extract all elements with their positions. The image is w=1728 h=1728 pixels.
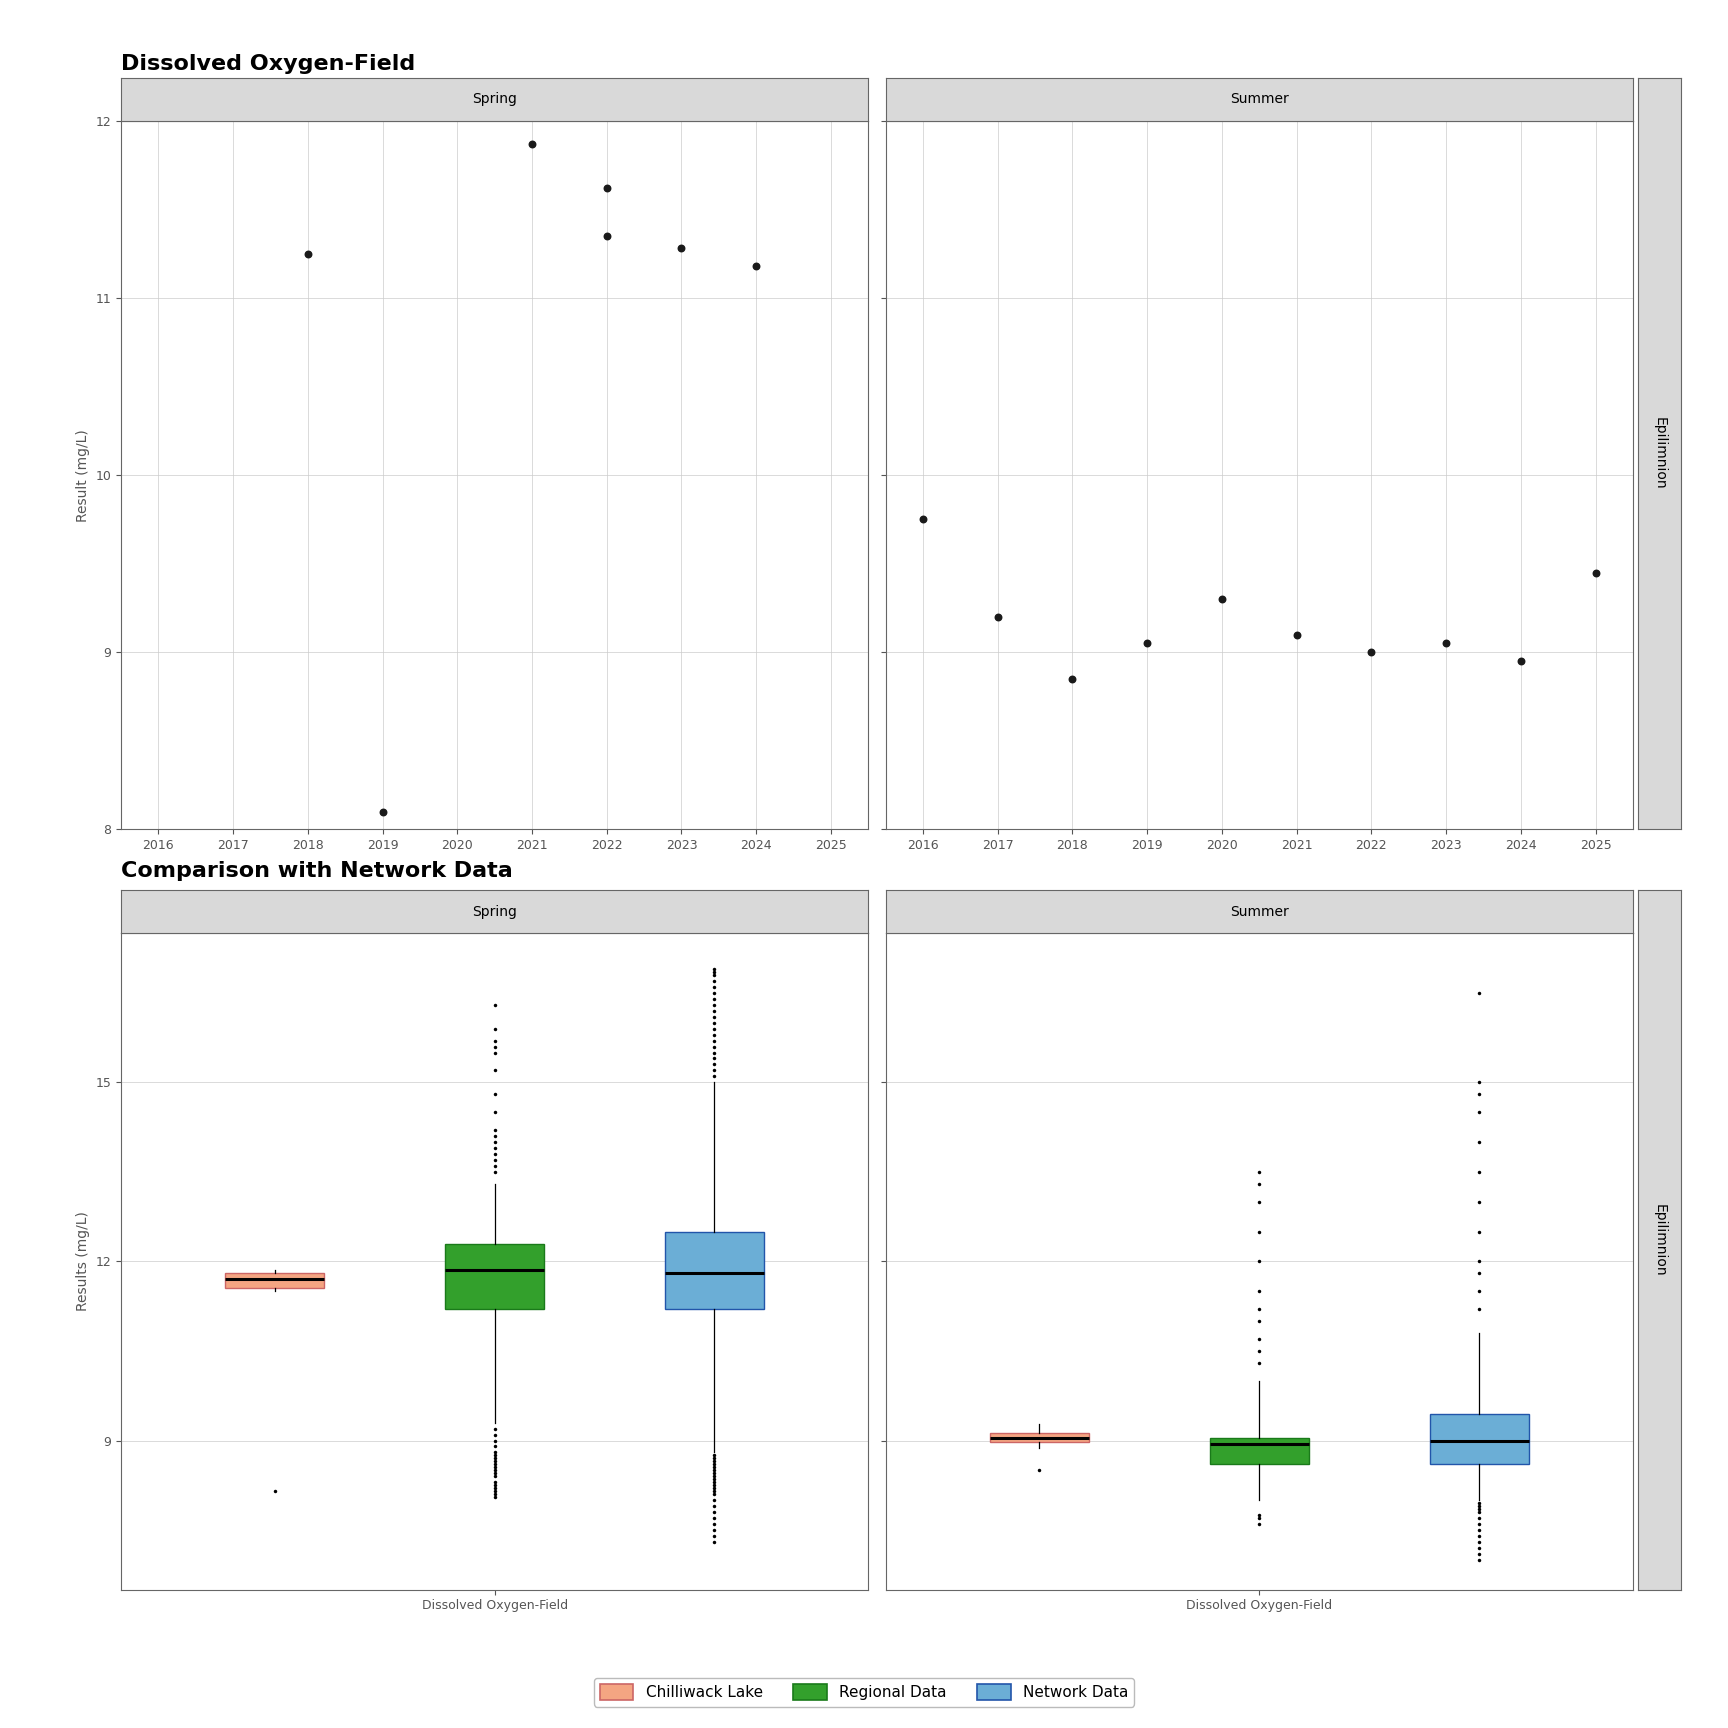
Point [368, 798, 396, 826]
Point [1208, 586, 1236, 613]
Bar [1210, 1438, 1308, 1464]
Bar [446, 1244, 544, 1310]
Point [1433, 629, 1460, 657]
Y-axis label: Results (mg/L): Results (mg/L) [76, 1211, 90, 1312]
Bar [1429, 1414, 1529, 1464]
Point [593, 175, 620, 202]
Y-axis label: Result (mg/L): Result (mg/L) [76, 429, 90, 522]
Point [1358, 639, 1386, 667]
Point [909, 506, 937, 534]
Bar [665, 1232, 764, 1310]
Point [1134, 629, 1161, 657]
Point [1059, 665, 1087, 693]
Text: Comparison with Network Data: Comparison with Network Data [121, 861, 513, 881]
Point [294, 240, 321, 268]
Text: Epilimnion: Epilimnion [1652, 416, 1668, 491]
Legend: Chilliwack Lake, Regional Data, Network Data: Chilliwack Lake, Regional Data, Network … [594, 1678, 1134, 1707]
Bar [990, 1433, 1089, 1441]
Text: Summer: Summer [1230, 904, 1289, 919]
Point [667, 235, 695, 263]
Bar [225, 1274, 325, 1289]
Text: Dissolved Oxygen-Field: Dissolved Oxygen-Field [121, 54, 415, 74]
Point [743, 252, 771, 280]
Point [983, 603, 1011, 631]
Point [518, 130, 546, 157]
Point [1282, 620, 1310, 648]
Point [1581, 558, 1609, 586]
Text: Spring: Spring [472, 92, 517, 107]
Point [593, 223, 620, 251]
Text: Epilimnion: Epilimnion [1652, 1203, 1668, 1277]
Text: Spring: Spring [472, 904, 517, 919]
Point [1507, 648, 1534, 676]
Text: Summer: Summer [1230, 92, 1289, 107]
